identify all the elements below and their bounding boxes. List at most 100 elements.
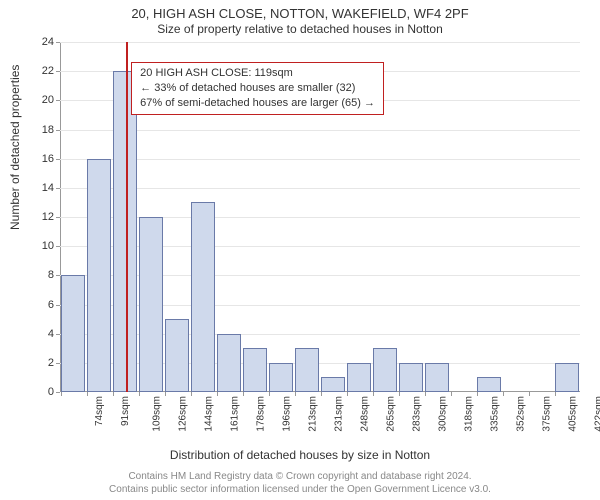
gridline bbox=[60, 42, 580, 43]
x-tick-label: 213sqm bbox=[307, 396, 318, 432]
y-tick-mark bbox=[56, 217, 60, 218]
x-tick-label: 265sqm bbox=[385, 396, 396, 432]
x-tick-label: 318sqm bbox=[463, 396, 474, 432]
info-box: 20 HIGH ASH CLOSE: 119sqm ← 33% of detach… bbox=[131, 62, 384, 115]
y-tick-mark bbox=[56, 305, 60, 306]
x-tick-mark bbox=[113, 392, 114, 396]
histogram-bar bbox=[87, 159, 112, 392]
x-axis-label: Distribution of detached houses by size … bbox=[0, 448, 600, 462]
y-tick-label: 18 bbox=[42, 124, 54, 136]
x-tick-label: 248sqm bbox=[359, 396, 370, 432]
x-tick-mark bbox=[61, 392, 62, 396]
gridline bbox=[60, 130, 580, 131]
info-line-3: 67% of semi-detached houses are larger (… bbox=[140, 97, 375, 109]
y-tick-label: 20 bbox=[42, 94, 54, 106]
histogram-bar bbox=[113, 71, 138, 392]
x-tick-label: 109sqm bbox=[151, 396, 162, 432]
y-tick-mark bbox=[56, 71, 60, 72]
gridline bbox=[60, 188, 580, 189]
x-tick-mark bbox=[529, 392, 530, 396]
histogram-bar bbox=[555, 363, 580, 392]
x-tick-mark bbox=[217, 392, 218, 396]
x-tick-mark bbox=[555, 392, 556, 396]
histogram-bar bbox=[347, 363, 372, 392]
x-tick-label: 352sqm bbox=[515, 396, 526, 432]
histogram-bar bbox=[165, 319, 190, 392]
y-tick-mark bbox=[56, 363, 60, 364]
x-tick-mark bbox=[243, 392, 244, 396]
footer-attribution: Contains HM Land Registry data © Crown c… bbox=[0, 471, 600, 496]
x-tick-mark bbox=[269, 392, 270, 396]
y-axis-label: Number of detached properties bbox=[8, 65, 22, 230]
histogram-bar bbox=[269, 363, 294, 392]
x-tick-label: 178sqm bbox=[255, 396, 266, 432]
x-tick-label: 300sqm bbox=[437, 396, 448, 432]
y-tick-label: 4 bbox=[48, 328, 54, 340]
histogram-bar bbox=[61, 275, 86, 392]
y-tick-label: 10 bbox=[42, 240, 54, 252]
y-tick-label: 22 bbox=[42, 65, 54, 77]
y-tick-label: 8 bbox=[48, 269, 54, 281]
x-tick-label: 161sqm bbox=[229, 396, 240, 432]
x-tick-mark bbox=[425, 392, 426, 396]
chart-container: 20, HIGH ASH CLOSE, NOTTON, WAKEFIELD, W… bbox=[0, 0, 600, 500]
x-tick-label: 422sqm bbox=[593, 396, 600, 432]
histogram-bar bbox=[399, 363, 424, 392]
y-tick-mark bbox=[56, 392, 60, 393]
histogram-bar bbox=[217, 334, 242, 392]
histogram-bar bbox=[425, 363, 450, 392]
x-tick-label: 375sqm bbox=[541, 396, 552, 432]
histogram-bar bbox=[295, 348, 320, 392]
y-tick-mark bbox=[56, 188, 60, 189]
y-tick-label: 2 bbox=[48, 357, 54, 369]
x-tick-mark bbox=[477, 392, 478, 396]
property-marker-line bbox=[126, 42, 128, 392]
x-tick-mark bbox=[295, 392, 296, 396]
x-tick-mark bbox=[321, 392, 322, 396]
x-tick-label: 74sqm bbox=[94, 396, 105, 426]
histogram-bar bbox=[321, 377, 346, 392]
footer-line-2: Contains public sector information licen… bbox=[109, 484, 491, 495]
x-tick-label: 231sqm bbox=[333, 396, 344, 432]
histogram-bar bbox=[139, 217, 164, 392]
histogram-bar bbox=[373, 348, 398, 392]
x-tick-label: 91sqm bbox=[120, 396, 131, 426]
chart-subtitle: Size of property relative to detached ho… bbox=[0, 22, 600, 36]
x-tick-mark bbox=[87, 392, 88, 396]
x-tick-mark bbox=[373, 392, 374, 396]
x-tick-label: 335sqm bbox=[489, 396, 500, 432]
y-tick-mark bbox=[56, 130, 60, 131]
y-tick-mark bbox=[56, 275, 60, 276]
x-tick-mark bbox=[399, 392, 400, 396]
y-tick-mark bbox=[56, 246, 60, 247]
x-tick-label: 144sqm bbox=[203, 396, 214, 432]
y-tick-label: 6 bbox=[48, 299, 54, 311]
info-line-2: ← 33% of detached houses are smaller (32… bbox=[140, 82, 355, 94]
x-tick-mark bbox=[191, 392, 192, 396]
x-tick-mark bbox=[139, 392, 140, 396]
info-line-1: 20 HIGH ASH CLOSE: 119sqm bbox=[140, 67, 293, 79]
y-tick-label: 24 bbox=[42, 36, 54, 48]
x-tick-mark bbox=[347, 392, 348, 396]
chart-title: 20, HIGH ASH CLOSE, NOTTON, WAKEFIELD, W… bbox=[0, 6, 600, 21]
plot-area: 02468101214161820222474sqm91sqm109sqm126… bbox=[60, 42, 580, 392]
y-tick-label: 0 bbox=[48, 386, 54, 398]
x-tick-label: 405sqm bbox=[567, 396, 578, 432]
x-tick-mark bbox=[503, 392, 504, 396]
x-tick-label: 196sqm bbox=[281, 396, 292, 432]
y-tick-mark bbox=[56, 334, 60, 335]
histogram-bar bbox=[191, 202, 216, 392]
y-tick-mark bbox=[56, 100, 60, 101]
histogram-bar bbox=[477, 377, 502, 392]
x-tick-label: 126sqm bbox=[177, 396, 188, 432]
y-tick-label: 16 bbox=[42, 153, 54, 165]
y-tick-mark bbox=[56, 42, 60, 43]
x-tick-label: 283sqm bbox=[411, 396, 422, 432]
gridline bbox=[60, 159, 580, 160]
x-tick-mark bbox=[451, 392, 452, 396]
x-tick-mark bbox=[165, 392, 166, 396]
footer-line-1: Contains HM Land Registry data © Crown c… bbox=[128, 471, 471, 482]
histogram-bar bbox=[243, 348, 268, 392]
y-tick-mark bbox=[56, 159, 60, 160]
y-tick-label: 12 bbox=[42, 211, 54, 223]
